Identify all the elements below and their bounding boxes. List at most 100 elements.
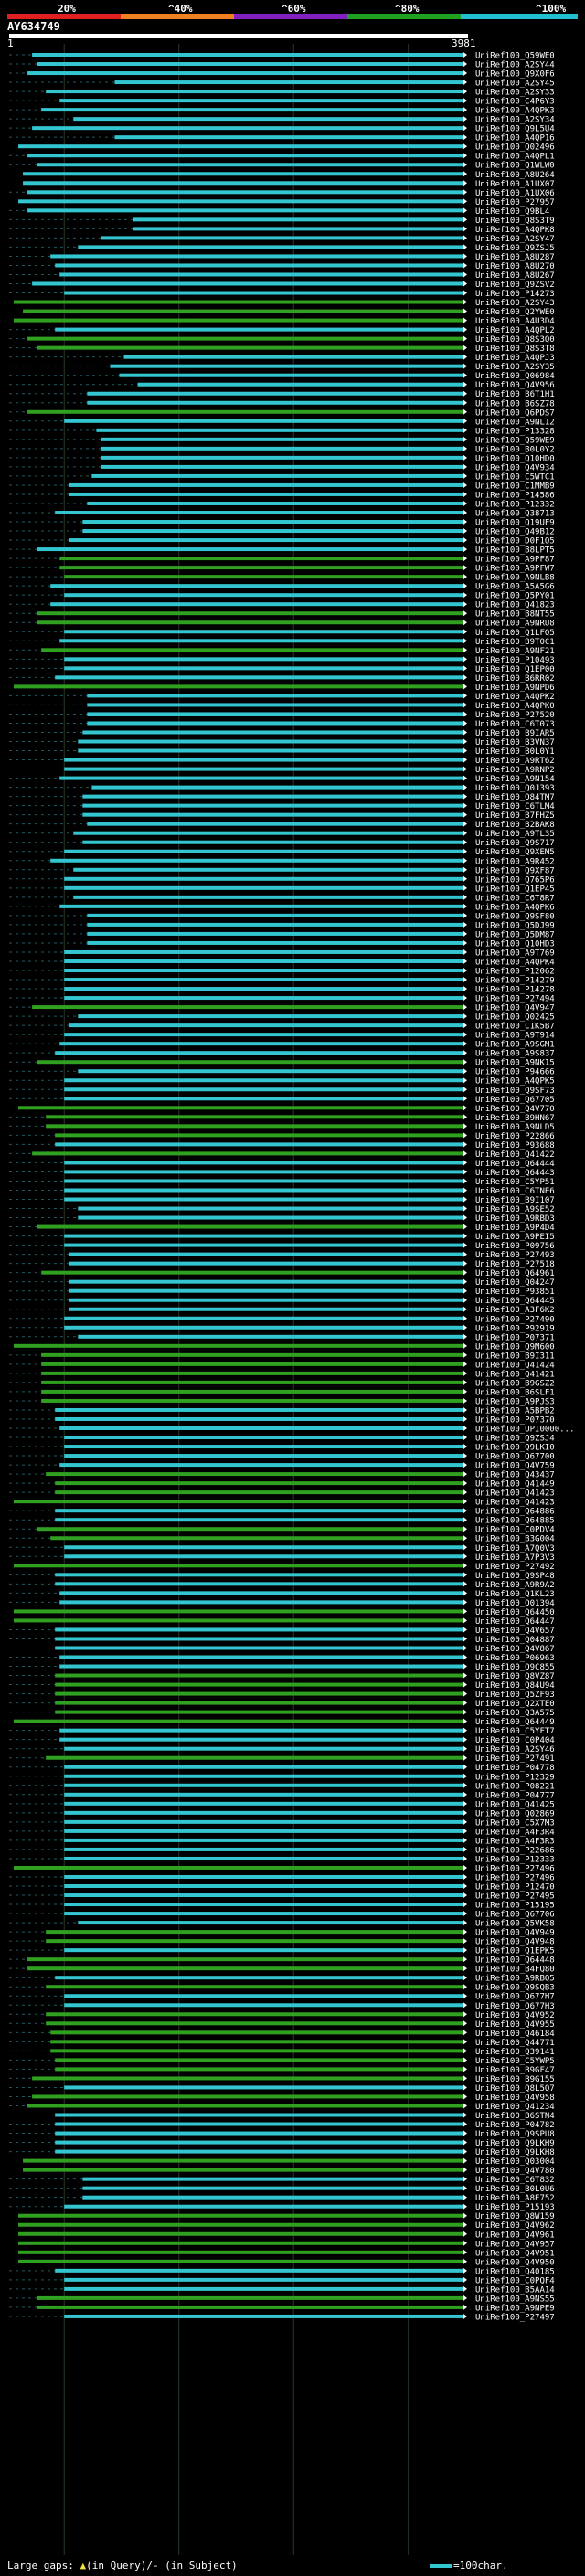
hit-bar[interactable] [46,1755,463,1760]
hit-bar[interactable] [50,858,463,863]
hit-row[interactable]: UniRef100_B6SLF1 [9,1388,555,1397]
hit-bar[interactable] [64,1316,463,1320]
hit-bar[interactable] [18,2213,463,2218]
hit-label[interactable]: UniRef100_A9NLB8 [475,574,555,583]
hit-bar[interactable] [55,1582,463,1586]
hit-row[interactable]: UniRef100_C1K5B7 [9,1023,555,1032]
hit-bar[interactable] [55,511,463,514]
hit-label[interactable]: UniRef100_Q677H7 [475,1993,555,2002]
hit-label[interactable]: UniRef100_Q84U94 [475,1681,555,1691]
hit-label[interactable]: UniRef100_A8U264 [475,171,555,180]
hit-label[interactable]: UniRef100_Q41424 [475,1361,555,1370]
hit-label[interactable]: UniRef100_Q19UF9 [475,519,555,528]
hit-row[interactable]: UniRef100_Q9C855 [9,1663,555,1672]
hit-label[interactable]: UniRef100_Q8L5Q7 [475,2084,555,2094]
hit-row[interactable]: UniRef100_C6T8R7 [9,894,555,903]
hit-row[interactable]: UniRef100_Q10HD3 [9,939,555,949]
hit-bar[interactable] [82,2186,463,2190]
hit-row[interactable]: UniRef100_Q41449 [9,1480,555,1489]
hit-bar[interactable] [37,1224,463,1229]
hit-row[interactable]: UniRef100_A4F3R4 [9,1828,555,1837]
hit-row[interactable]: UniRef100_A9TL35 [9,830,555,839]
hit-bar[interactable] [50,2049,463,2053]
hit-label[interactable]: UniRef100_B2BAK8 [475,821,555,830]
hit-label[interactable]: UniRef100_Q8W159 [475,2212,555,2221]
hit-row[interactable]: UniRef100_A2SY33 [9,89,555,98]
hit-row[interactable]: UniRef100_Q4V947 [9,1004,555,1013]
hit-row[interactable]: UniRef100_Q41425 [9,1800,555,1809]
hit-row[interactable]: UniRef100_A9P4D4 [9,1224,555,1233]
hit-label[interactable]: UniRef100_A4QP16 [475,134,555,143]
hit-row[interactable]: UniRef100_P13328 [9,427,555,436]
hit-bar[interactable] [64,1829,463,1833]
hit-bar[interactable] [82,840,463,844]
hit-label[interactable]: UniRef100_P04782 [475,2121,555,2130]
hit-label[interactable]: UniRef100_A4QPK5 [475,1077,555,1087]
hit-label[interactable]: UniRef100_A9NPD6 [475,684,555,693]
hit-bar[interactable] [59,99,463,103]
hit-row[interactable]: UniRef100_Q9XEM5 [9,848,555,857]
hit-bar[interactable] [64,1765,463,1769]
hit-label[interactable]: UniRef100_P27494 [475,995,555,1004]
hit-bar[interactable] [69,1261,463,1266]
hit-bar[interactable] [50,1536,463,1541]
hit-label[interactable]: UniRef100_C6TNE6 [475,1187,555,1196]
hit-bar[interactable] [27,2104,463,2108]
hit-label[interactable]: UniRef100_Q4V759 [475,1462,555,1471]
hit-row[interactable]: UniRef100_P27490 [9,1315,555,1324]
hit-row[interactable]: UniRef100_Q6PDS7 [9,408,555,418]
hit-row[interactable]: UniRef100_Q4V948 [9,1938,555,1947]
hit-row[interactable]: UniRef100_A9N154 [9,775,555,784]
hit-label[interactable]: UniRef100_P14279 [475,977,555,986]
hit-label[interactable]: UniRef100_P12329 [475,1773,555,1782]
hit-bar[interactable] [101,437,463,441]
hit-label[interactable]: UniRef100_P12062 [475,968,555,977]
hit-row[interactable]: UniRef100_Q64444 [9,1160,555,1169]
hit-row[interactable]: UniRef100_P04782 [9,2121,555,2130]
hit-row[interactable]: UniRef100_Q41422 [9,1150,555,1160]
hit-bar[interactable] [23,181,463,186]
hit-label[interactable]: UniRef100_Q64886 [475,1508,555,1517]
hit-label[interactable]: UniRef100_Q9LKI0 [475,1444,555,1453]
hit-bar[interactable] [41,108,463,112]
hit-row[interactable]: UniRef100_Q84U94 [9,1681,555,1691]
hit-row[interactable]: UniRef100_A9NLD5 [9,1123,555,1132]
hit-label[interactable]: UniRef100_P27520 [475,711,555,720]
hit-label[interactable]: UniRef100_P94666 [475,1068,555,1077]
hit-row[interactable]: UniRef100_Q19UF9 [9,519,555,528]
hit-label[interactable]: UniRef100_Q41425 [475,1800,555,1809]
hit-label[interactable]: UniRef100_Q4V955 [475,2020,555,2030]
hit-row[interactable]: UniRef100_P14278 [9,986,555,995]
hit-bar[interactable] [64,1948,463,1953]
hit-bar[interactable] [46,2012,463,2017]
hit-label[interactable]: UniRef100_A2SY44 [475,61,555,70]
hit-bar[interactable] [64,1810,463,1815]
hit-label[interactable]: UniRef100_Q9SF73 [475,1087,555,1096]
hit-label[interactable]: UniRef100_A4U3D4 [475,317,555,326]
hit-bar[interactable] [59,1664,463,1669]
hit-row[interactable]: UniRef100_A7P3V3 [9,1553,555,1563]
hit-row[interactable]: UniRef100_A9NPD6 [14,684,555,693]
hit-row[interactable]: UniRef100_C4P6Y3 [9,98,555,107]
hit-row[interactable]: UniRef100_Q9M600 [14,1342,555,1352]
hit-label[interactable]: UniRef100_A1UX06 [475,189,555,198]
hit-label[interactable]: UniRef100_A9RNP2 [475,766,555,775]
hit-row[interactable]: UniRef100_P12333 [9,1855,555,1864]
hit-bar[interactable] [32,1005,463,1010]
hit-bar[interactable] [64,876,463,881]
hit-bar[interactable] [64,767,463,771]
hit-row[interactable]: UniRef100_A9R452 [9,857,555,866]
hit-row[interactable]: UniRef100_A4QPL1 [9,153,555,162]
hit-bar[interactable] [55,1051,463,1055]
hit-row[interactable]: UniRef100_Q4V962 [18,2221,555,2231]
hit-bar[interactable] [64,1436,463,1440]
hit-label[interactable]: UniRef100_P27496 [475,1873,555,1882]
hit-bar[interactable] [37,62,463,67]
hit-row[interactable]: UniRef100_Q64447 [14,1617,555,1627]
hit-label[interactable]: UniRef100_B6RR02 [475,674,555,684]
hit-label[interactable]: UniRef100_Q5VK58 [475,1920,555,1929]
hit-row[interactable]: UniRef100_Q9SQB3 [9,1984,555,1993]
hit-row[interactable]: UniRef100_A9NS55 [9,2295,555,2304]
hit-label[interactable]: UniRef100_A4QPK6 [475,903,555,912]
hit-bar[interactable] [46,1985,463,1989]
